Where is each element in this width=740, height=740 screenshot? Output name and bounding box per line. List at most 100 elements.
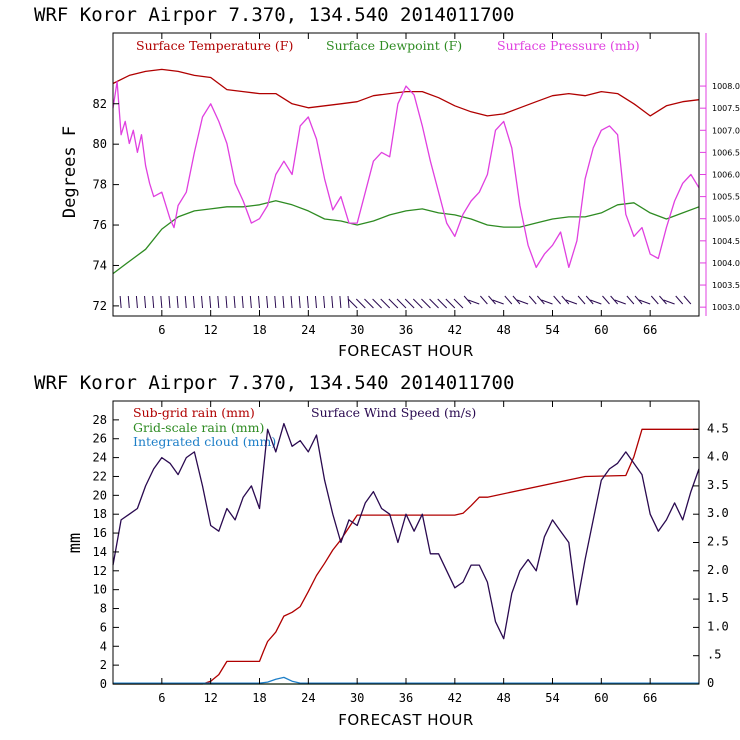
wind-barb	[638, 299, 651, 305]
wind-barb	[453, 298, 464, 309]
wind-barb	[152, 295, 155, 309]
y2-tick-label: 1006.0	[712, 171, 740, 180]
wind-barb	[339, 295, 342, 309]
panel-1-y-axis-label: Degrees F	[60, 126, 80, 218]
wind-barb	[323, 295, 326, 309]
y-tick-label: 8	[100, 602, 107, 616]
wind-barb	[614, 299, 626, 305]
surface-pressure-mb-line	[112, 80, 700, 269]
y-tick-label: 26	[93, 432, 107, 446]
x-tick-label: 54	[545, 691, 559, 705]
wind-barb	[201, 295, 204, 309]
x-tick-label: 66	[643, 323, 657, 337]
y2-tick-label: 1.0	[707, 619, 729, 633]
wind-barb	[610, 295, 618, 305]
wind-barb	[675, 295, 684, 305]
panel-1-series	[112, 68, 700, 275]
wind-barb	[396, 298, 407, 309]
y-tick-label: 28	[93, 413, 107, 427]
x-tick-label: 54	[545, 323, 559, 337]
y-tick-label: 78	[93, 178, 107, 192]
wind-barb	[347, 295, 350, 309]
wind-barb	[553, 295, 562, 305]
x-tick-label: 60	[594, 323, 608, 337]
y-tick-label: 10	[93, 583, 107, 597]
wind-barb	[536, 295, 545, 305]
y-tick-label: 20	[93, 488, 107, 502]
wind-barb	[135, 295, 138, 309]
x-tick-label: 12	[203, 323, 217, 337]
wind-barb	[561, 295, 570, 305]
y-tick-label: 2	[100, 658, 107, 672]
panel-1-legend: Surface Temperature (F) Surface Dewpoint…	[136, 38, 640, 53]
wind-barb	[388, 298, 399, 309]
wind-barb	[355, 298, 366, 309]
wind-barb	[160, 295, 163, 309]
x-tick-label: 36	[399, 323, 413, 337]
wind-barb	[347, 298, 358, 309]
wind-barb	[282, 295, 285, 309]
wind-barb	[258, 295, 260, 309]
wind-barb	[217, 295, 220, 309]
y-tick-label: 76	[93, 218, 107, 232]
y-tick-label: 16	[93, 526, 107, 540]
wind-barb	[650, 295, 659, 305]
surface-temperature-f-line	[112, 68, 700, 117]
wind-barb	[626, 295, 635, 305]
x-tick-label: 42	[448, 691, 462, 705]
legend-sub-grid-rain: Sub-grid rain (mm)	[133, 405, 255, 420]
x-tick-label: 6	[158, 691, 165, 705]
y2-tick-label: .5	[707, 648, 721, 662]
y2-tick-label: 1007.5	[712, 104, 740, 113]
x-tick-label: 30	[350, 691, 364, 705]
y-tick-label: 18	[93, 507, 107, 521]
surface-dewpoint-f-line	[112, 200, 700, 275]
x-tick-label: 48	[496, 691, 510, 705]
wind-barb	[314, 295, 317, 309]
wind-barb	[602, 295, 610, 305]
wind-barb	[249, 295, 252, 309]
wind-barb	[541, 299, 553, 305]
wind-barb	[380, 298, 391, 309]
x-tick-label: 18	[252, 691, 266, 705]
x-tick-label: 24	[301, 691, 315, 705]
x-tick-label: 36	[399, 691, 413, 705]
y-tick-label: 82	[93, 97, 107, 111]
y-tick-label: 72	[93, 299, 107, 313]
wind-barb	[266, 295, 269, 309]
wind-barb	[331, 295, 334, 309]
wind-barb	[488, 295, 496, 305]
panel-1-pressure-ticks: 1003.0 1003.5 1004.0 1004.5 1005.0 1005.5 1006…	[700, 82, 740, 312]
wind-barb	[480, 295, 488, 305]
y-tick-label: 22	[93, 469, 107, 483]
wind-barb	[659, 295, 667, 305]
wind-barb	[184, 295, 187, 309]
y2-tick-label: 3.0	[707, 506, 729, 520]
wind-barb	[176, 295, 179, 309]
wind-barb	[233, 295, 236, 309]
legend-integrated-cloud: Integrated cloud (mm)	[133, 434, 276, 449]
y-tick-label: 12	[93, 564, 107, 578]
y2-tick-label: 4.5	[707, 421, 729, 435]
panel-2-x-axis-label: FORECAST HOUR	[338, 711, 474, 729]
y2-tick-label: 2.0	[707, 563, 729, 577]
panel-1-y-ticks: 72 74 76 78 80 82	[93, 97, 119, 313]
wind-barb	[590, 299, 602, 305]
y2-tick-label: 1004.5	[712, 237, 740, 246]
y2-tick-label: 1005.5	[712, 193, 740, 202]
y-tick-label: 74	[93, 258, 107, 272]
legend-grid-scale-rain: Grid-scale rain (mm)	[133, 420, 264, 435]
y2-tick-label: 1004.0	[712, 259, 740, 268]
y2-tick-label: 4.0	[707, 450, 729, 464]
wind-barb	[372, 298, 382, 309]
y2-tick-label: 1008.0	[712, 82, 740, 91]
wind-barb	[663, 299, 675, 305]
wind-barb	[168, 295, 171, 309]
y-tick-label: 0	[100, 677, 107, 691]
y-tick-label: 24	[93, 451, 107, 465]
x-tick-label: 18	[252, 323, 266, 337]
panel-1-x-axis-label: FORECAST HOUR	[338, 342, 474, 360]
wind-barb	[683, 295, 692, 305]
wind-barb	[577, 295, 586, 305]
wind-barb	[585, 295, 594, 305]
